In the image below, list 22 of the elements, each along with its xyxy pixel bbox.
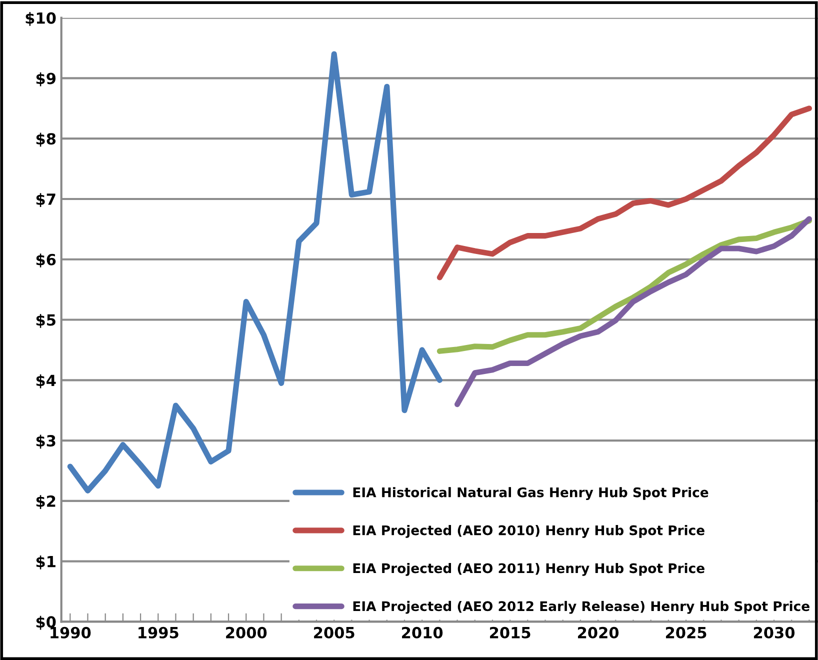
y-tick-label: $5 (36, 314, 56, 328)
legend-label: EIA Historical Natural Gas Henry Hub Spot Price (353, 487, 708, 500)
y-tick-label: $7 (36, 193, 56, 208)
y-tick-label: $9 (36, 72, 56, 86)
x-tick-label: 2020 (578, 626, 619, 638)
x-tick-label: 2025 (666, 626, 706, 638)
x-tick-label: 2010 (402, 626, 443, 638)
y-tick-label: $1 (36, 556, 56, 570)
x-tick-label: 2000 (226, 626, 267, 638)
y-tick-label: $4 (36, 374, 56, 388)
legend-label: EIA Projected (AEO 2012 Early Release) Henry Hub Spot Price (353, 600, 810, 614)
x-tick-label: 2015 (490, 626, 530, 638)
x-tick-label: 2030 (754, 626, 795, 638)
y-tick-label: $3 (36, 434, 56, 449)
legend-label: EIA Projected (AEO 2010) Henry Hub Spot Price (353, 525, 704, 538)
x-tick-label: 2005 (314, 626, 354, 638)
y-tick-label: $2 (36, 495, 56, 509)
y-tick-label: $8 (36, 132, 56, 147)
y-tick-label: $6 (36, 254, 56, 268)
x-tick-label: 1995 (138, 626, 178, 638)
legend-label: EIA Projected (AEO 2011) Henry Hub Spot Price (353, 562, 704, 576)
y-tick-label: $10 (26, 12, 56, 26)
